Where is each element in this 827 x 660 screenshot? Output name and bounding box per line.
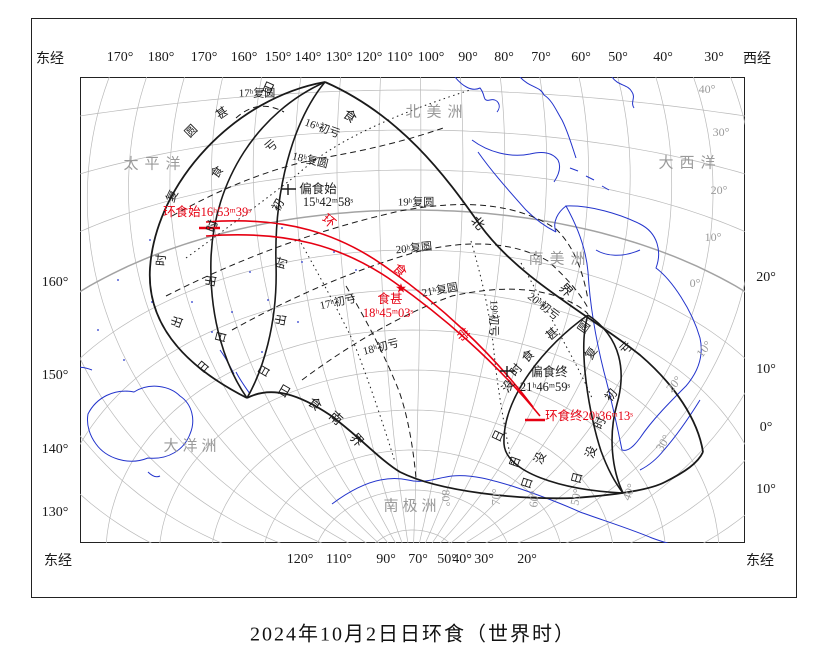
label-south-america: 南美洲 bbox=[528, 251, 592, 268]
top-axis-tick: 30° bbox=[704, 50, 724, 65]
map-text: 20° bbox=[710, 183, 728, 197]
left-axis-tick: 160° bbox=[41, 275, 69, 290]
bottom-axis-east-label-left: 东经 bbox=[44, 554, 72, 569]
curve-sunrise-first-contact bbox=[246, 81, 326, 399]
hour-19h-fuyuan bbox=[165, 204, 589, 301]
annular-band-north-limit bbox=[205, 220, 534, 408]
greatest-eclipse-star-marker: ★ bbox=[395, 280, 407, 296]
map-text: 70° bbox=[488, 488, 504, 506]
top-axis-tick: 140° bbox=[294, 50, 322, 65]
top-axis-tick: 180° bbox=[147, 50, 175, 65]
map-clip-group bbox=[80, 77, 745, 543]
right-axis-tick: 10° bbox=[756, 362, 776, 377]
top-axis-tick: 90° bbox=[458, 50, 478, 65]
map-text: 时 bbox=[153, 253, 169, 267]
curve-sunrise-greatest bbox=[210, 81, 326, 399]
event-greatest-eclipse-time: 18ʰ45ᵐ03ˢ bbox=[362, 305, 414, 320]
left-axis-tick: 130° bbox=[41, 505, 69, 520]
top-axis-tick: 160° bbox=[230, 50, 258, 65]
hour-17h-chukui bbox=[300, 242, 396, 463]
limit-west-sunrise-fuyuan bbox=[149, 81, 326, 399]
map-text: 50° bbox=[567, 487, 585, 507]
outer-frame bbox=[31, 18, 797, 598]
label-oceania: 大洋洲 bbox=[163, 438, 221, 455]
curve-sunset-greatest bbox=[503, 314, 624, 494]
right-axis-tick: 0° bbox=[759, 420, 773, 435]
top-axis-tick: 50° bbox=[608, 50, 628, 65]
map-text: 出 bbox=[203, 273, 219, 289]
top-axis-tick: 110° bbox=[386, 50, 414, 65]
map-text: 60° bbox=[526, 489, 542, 509]
curve-label-17h-fuyuan: 17ʰ复圆 bbox=[238, 87, 276, 100]
hour-18h-chukui bbox=[345, 285, 417, 479]
label-atlantic-ocean: 大西洋 bbox=[658, 155, 722, 172]
event-partial-begin-label: 偏食始 bbox=[299, 181, 337, 196]
label-pacific-ocean: 太平洋 bbox=[123, 156, 187, 173]
top-axis-tick: 60° bbox=[571, 50, 591, 65]
eclipse-curves bbox=[149, 81, 704, 500]
coastlines bbox=[80, 77, 702, 543]
map-text: 80° bbox=[439, 489, 453, 507]
bottom-axis-tick: 40° bbox=[452, 552, 472, 567]
left-axis-tick: 150° bbox=[41, 368, 69, 383]
top-axis-tick: 100° bbox=[417, 50, 445, 65]
top-axis-tick: 70° bbox=[531, 50, 551, 65]
hour-20h-fuyuan bbox=[231, 243, 589, 331]
curve-sunset-fuyuan bbox=[583, 314, 624, 494]
limit-south-boundary bbox=[246, 391, 704, 500]
bottom-axis-east-label-right: 东经 bbox=[746, 554, 774, 569]
label-north-america: 北美洲 bbox=[405, 104, 469, 121]
event-partial-end-time: 21ʰ46ᵐ59ˢ bbox=[519, 379, 571, 394]
curve-sunset-first-contact bbox=[587, 314, 624, 494]
label-antarctica: 南极洲 bbox=[383, 498, 441, 515]
hour-21h-fuyuan bbox=[301, 288, 589, 381]
top-axis-tick: 170° bbox=[106, 50, 134, 65]
hour-17h-fuyuan bbox=[235, 105, 285, 119]
top-axis-tick: 130° bbox=[325, 50, 353, 65]
top-axis-east-label: 东经 bbox=[36, 52, 64, 67]
event-annular-begin: 环食始16ʰ53ᵐ39ˢ bbox=[163, 204, 251, 219]
map-text: 40° bbox=[698, 82, 716, 96]
marker-partial-begin bbox=[281, 184, 296, 195]
hour-20h-chukui bbox=[520, 262, 593, 399]
marker-partial-end bbox=[500, 366, 515, 377]
map-text: 0° bbox=[689, 276, 701, 290]
bottom-axis-tick: 50° bbox=[437, 552, 457, 567]
top-axis-tick: 120° bbox=[355, 50, 383, 65]
right-axis-tick: 20° bbox=[756, 270, 776, 285]
event-partial-end-label: 偏食终 bbox=[530, 364, 568, 379]
curve-label-19h-chukui: 19ʰ初亏 bbox=[487, 299, 500, 337]
map-text: 出 bbox=[273, 312, 289, 328]
map-text: 10° bbox=[704, 230, 722, 244]
bottom-axis-tick: 120° bbox=[286, 552, 314, 567]
hour-16h-chukui bbox=[185, 89, 471, 259]
top-axis-tick: 40° bbox=[653, 50, 673, 65]
top-axis-tick: 80° bbox=[494, 50, 514, 65]
hour-18h-fuyuan bbox=[171, 126, 447, 217]
top-axis-tick: 150° bbox=[264, 50, 292, 65]
map-text: 30° bbox=[712, 125, 730, 139]
left-axis-tick: 140° bbox=[41, 442, 69, 457]
bottom-axis-tick: 110° bbox=[325, 552, 353, 567]
top-axis-west-label: 西经 bbox=[743, 52, 771, 67]
graticule bbox=[80, 77, 745, 543]
curve-label-19h-fuyuan: 19ʰ复圆 bbox=[397, 196, 435, 209]
event-annular-end: 环食终20ʰ36ᵐ13ˢ bbox=[545, 408, 633, 423]
page-title: 2024年10月2日日环食（世界时） bbox=[250, 623, 576, 646]
top-axis-tick: 170° bbox=[190, 50, 218, 65]
annular-band-south-limit bbox=[205, 233, 541, 417]
limit-north-boundary bbox=[324, 81, 704, 453]
event-greatest-eclipse-label: 食甚 bbox=[377, 291, 403, 306]
event-partial-begin-time: 15ʰ42ᵐ58ˢ bbox=[302, 194, 354, 209]
eclipse-map-canvas bbox=[80, 77, 745, 543]
bottom-axis-tick: 20° bbox=[517, 552, 537, 567]
bottom-axis-tick: 90° bbox=[376, 552, 396, 567]
bottom-axis-tick: 30° bbox=[474, 552, 494, 567]
bottom-axis-tick: 70° bbox=[408, 552, 428, 567]
right-axis-tick: 10° bbox=[756, 482, 776, 497]
